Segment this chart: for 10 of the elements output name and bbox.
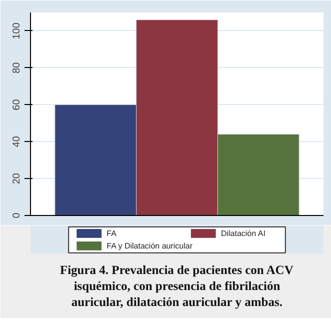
legend-label: FA y Dilatación auricular bbox=[106, 241, 193, 250]
y-tick-label: 0 bbox=[12, 212, 22, 218]
legend-label: FA bbox=[106, 228, 118, 238]
text: Figura 4. Prevalencia de pacientes con ACV isquémico, con presencia de fibrilación auricular, dilatación auricular y ambas. bbox=[60, 263, 294, 309]
y-tick-label: 40 bbox=[12, 136, 22, 148]
y-tick-label: 60 bbox=[12, 98, 22, 110]
y-tick-label: 20 bbox=[12, 172, 22, 184]
y-tick-label: 100 bbox=[12, 22, 22, 40]
legend-label: Dilatación AI bbox=[220, 228, 266, 238]
y-tick-label: 80 bbox=[12, 62, 22, 74]
